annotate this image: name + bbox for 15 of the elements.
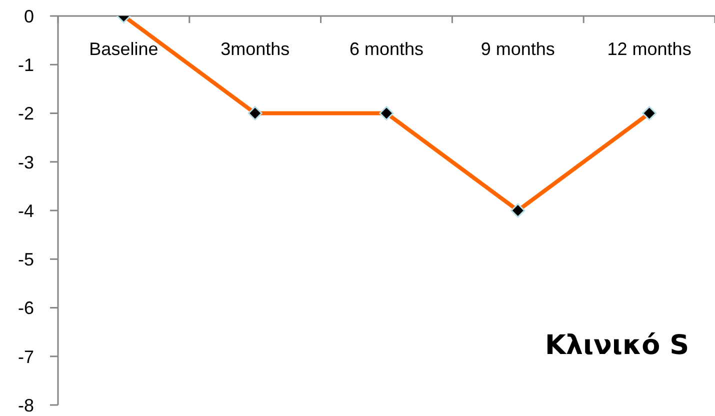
x-tick-label: 6 months	[349, 39, 424, 59]
y-tick-label: 0	[24, 6, 34, 26]
x-tick-label: 3months	[220, 39, 290, 59]
y-tick-label: -4	[18, 200, 34, 221]
y-tick-label: -8	[18, 395, 34, 416]
y-tick-label: -5	[18, 250, 34, 270]
annotation: Κλινικό S	[545, 330, 690, 361]
y-tick-label: -2	[18, 104, 34, 124]
x-tick-label: 9 months	[480, 39, 555, 59]
x-tick-label: 12 months	[607, 39, 692, 59]
y-tick-label: -6	[18, 298, 34, 318]
y-tick-label: -3	[18, 152, 34, 172]
y-tick-label: -1	[18, 55, 34, 76]
x-tick-label: Baseline	[89, 39, 158, 59]
y-tick-label: -7	[18, 346, 34, 367]
